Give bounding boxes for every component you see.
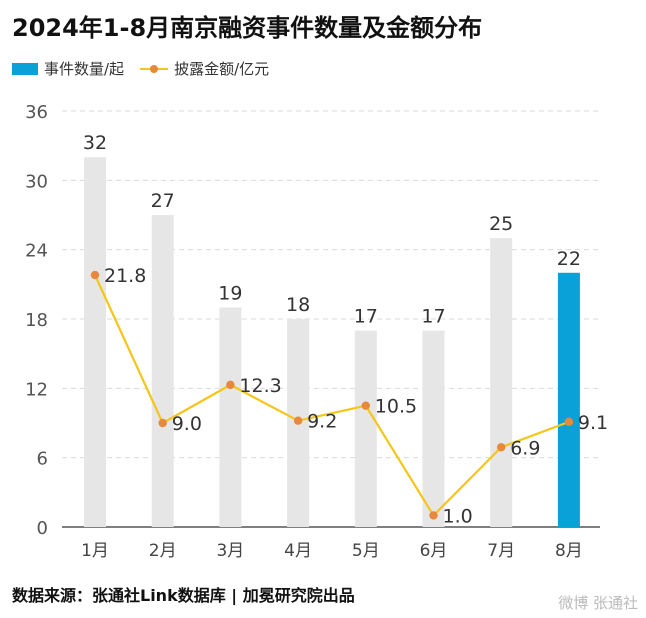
line-value-label: 21.8 bbox=[104, 265, 146, 287]
y-tick-label: 30 bbox=[25, 171, 48, 192]
x-tick-label: 8月 bbox=[555, 541, 583, 561]
line-value-label: 10.5 bbox=[375, 396, 417, 418]
watermark: 微博 张通社 bbox=[558, 594, 638, 612]
bar bbox=[219, 307, 242, 527]
line-value-label: 9.0 bbox=[172, 413, 202, 435]
bar-value-label: 17 bbox=[421, 306, 445, 328]
bar bbox=[151, 215, 174, 527]
y-tick-label: 0 bbox=[37, 518, 48, 539]
y-tick-label: 36 bbox=[25, 102, 48, 123]
line-value-label: 6.9 bbox=[510, 437, 540, 459]
legend-bar-swatch bbox=[12, 62, 38, 75]
y-tick-label: 24 bbox=[25, 241, 48, 262]
x-tick-label: 2月 bbox=[149, 541, 177, 561]
bar-value-label: 17 bbox=[354, 306, 378, 328]
line-value-label: 9.2 bbox=[307, 411, 337, 433]
line-point bbox=[293, 416, 303, 425]
x-tick-label: 1月 bbox=[81, 541, 109, 561]
chart-title: 2024年1-8月南京融资事件数量及金额分布 bbox=[12, 14, 483, 42]
bar-value-label: 19 bbox=[218, 282, 242, 304]
bar-value-label: 18 bbox=[286, 294, 310, 316]
bar-value-label: 25 bbox=[489, 213, 513, 235]
bar bbox=[557, 272, 580, 527]
line-point bbox=[90, 270, 100, 280]
x-tick-label: 6月 bbox=[420, 541, 448, 561]
bar bbox=[422, 330, 445, 527]
legend-bar-label: 事件数量/起 bbox=[44, 60, 125, 78]
y-tick-label: 18 bbox=[25, 310, 48, 331]
bar bbox=[84, 157, 106, 527]
y-tick-label: 12 bbox=[25, 379, 48, 400]
x-tick-label: 4月 bbox=[284, 541, 312, 561]
bar-value-label: 22 bbox=[557, 248, 581, 270]
legend-line-label: 披露金额/亿元 bbox=[174, 60, 270, 78]
y-tick-label: 6 bbox=[37, 449, 48, 470]
bar bbox=[490, 238, 513, 527]
line-series bbox=[93, 274, 570, 517]
x-tick-label: 3月 bbox=[216, 541, 244, 561]
bar bbox=[354, 330, 377, 527]
line-value-label: 12.3 bbox=[239, 375, 281, 397]
line-point bbox=[564, 417, 574, 427]
line-value-label: 9.1 bbox=[578, 412, 608, 434]
legend-line-swatch bbox=[140, 63, 169, 75]
line-point bbox=[226, 380, 235, 390]
line-point bbox=[429, 511, 438, 520]
x-tick-label: 5月 bbox=[352, 541, 380, 561]
line-point bbox=[158, 418, 167, 428]
line-point bbox=[361, 401, 370, 410]
line-value-label: 1.0 bbox=[443, 505, 473, 527]
line-point bbox=[497, 443, 506, 452]
data-source: 数据来源：张通社Link数据库 | 加冕研究院出品 bbox=[12, 586, 355, 605]
legend: 事件数量/起 披露金额/亿元 bbox=[12, 58, 269, 79]
bar-value-label: 27 bbox=[151, 190, 175, 212]
bar-value-label: 32 bbox=[83, 132, 107, 154]
x-tick-label: 7月 bbox=[487, 541, 515, 561]
